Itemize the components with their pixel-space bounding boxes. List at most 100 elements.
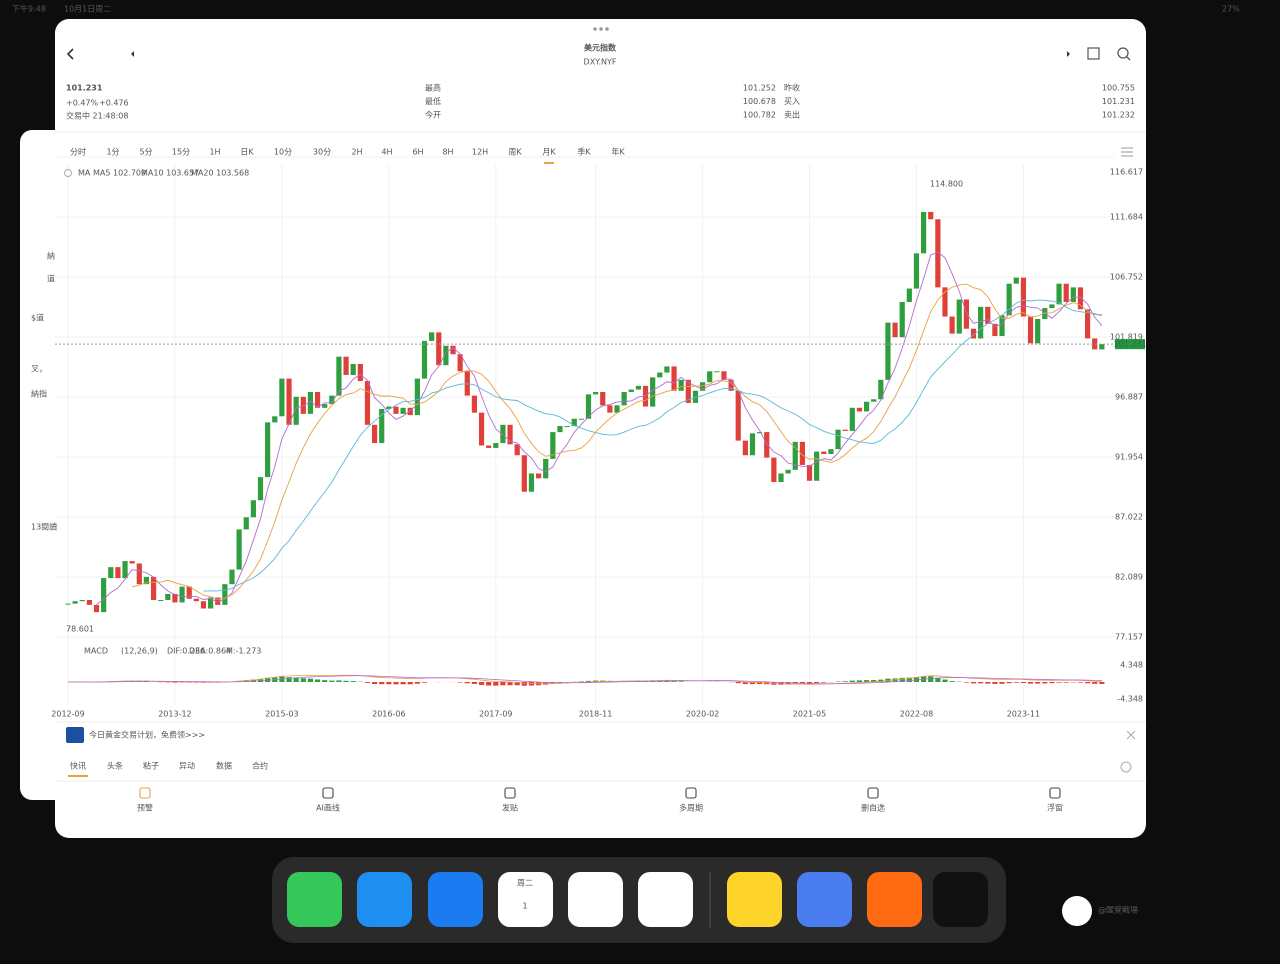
news-tab[interactable]: 异动 [179, 761, 195, 771]
candle [914, 253, 919, 288]
candle [707, 371, 712, 382]
status-time: 下午9:48 [12, 4, 46, 14]
news-tab[interactable]: 数据 [216, 761, 232, 771]
dock-icon[interactable] [357, 872, 412, 927]
toolbar-label[interactable]: 预警 [137, 803, 153, 813]
macd-bar [1035, 682, 1040, 684]
banner-text[interactable]: 今日黄金交易计划，免费领>>> [89, 730, 205, 740]
candle [80, 600, 85, 601]
candle [372, 425, 377, 443]
period-tab[interactable]: 4H [381, 148, 392, 157]
news-tab[interactable]: 快讯 [70, 761, 86, 771]
period-tab[interactable]: 季K [577, 147, 591, 157]
candle [892, 323, 897, 338]
dock-icon[interactable] [638, 872, 693, 927]
dock-icon[interactable] [933, 872, 988, 927]
period-tab[interactable]: 8H [442, 148, 453, 157]
y-tick-label: 106.752 [1110, 273, 1143, 282]
period-tab[interactable]: 周K [508, 148, 522, 157]
toolbar-label[interactable]: AI画线 [316, 803, 340, 813]
macd-bar [493, 682, 498, 686]
watermark-logo [1062, 896, 1092, 926]
period-tab[interactable]: 分时 [70, 147, 86, 157]
candle [622, 392, 627, 405]
macd-bar [472, 682, 477, 684]
background-text: $道 [31, 313, 44, 323]
period-tab[interactable]: 10分 [274, 148, 292, 157]
candle [479, 413, 484, 446]
stat-value: 100.782 [743, 111, 776, 120]
toolbar-label[interactable]: 多周期 [679, 803, 703, 813]
candle [401, 408, 406, 414]
y-tick-label: 96.887 [1115, 393, 1143, 402]
candle [201, 601, 206, 608]
price: 101.231 [66, 84, 103, 93]
candle [237, 529, 242, 569]
candle [843, 430, 848, 431]
macd-bar [301, 678, 306, 682]
trade-status: 交易中 21:48:08 [66, 111, 128, 121]
macd-bar [985, 682, 990, 684]
candle [415, 379, 420, 415]
candle [928, 212, 933, 219]
candle [957, 300, 962, 334]
macd-bar [422, 682, 427, 683]
macd-bar [322, 680, 327, 682]
period-tab[interactable]: 年K [611, 147, 625, 157]
period-tab[interactable]: 15分 [172, 148, 190, 157]
candle [629, 390, 634, 392]
candle [500, 425, 505, 443]
watermark: @醒覺戰場 [1098, 905, 1138, 915]
toolbar-label[interactable]: 浮窗 [1047, 803, 1063, 813]
min-annotation: 78.601 [66, 625, 94, 634]
toolbar-label[interactable]: 发贴 [502, 803, 518, 813]
macd-tick-label: 4.348 [1120, 661, 1143, 670]
macd-bar [857, 680, 862, 682]
news-tab[interactable]: 粘子 [143, 761, 159, 771]
background-text: 道 [47, 274, 55, 284]
macd-bar [372, 682, 377, 684]
dock-icon[interactable] [287, 872, 342, 927]
period-tab[interactable]: 日K [240, 148, 254, 157]
dock-icon[interactable] [797, 872, 852, 927]
dock-icon[interactable] [727, 872, 782, 927]
macd-bar [329, 681, 334, 682]
period-tab[interactable]: 30分 [313, 148, 331, 157]
change-pct: +0.47% [66, 99, 99, 108]
toolbar-label[interactable]: 删自选 [861, 803, 885, 813]
news-tab[interactable]: 头条 [107, 761, 123, 771]
candle [543, 459, 548, 478]
tab-indicator [544, 162, 554, 164]
macd-bar [336, 680, 341, 682]
period-tab[interactable]: 1分 [106, 148, 119, 157]
period-tab[interactable]: 月K [542, 148, 556, 157]
candle [94, 605, 99, 612]
x-tick-label: 2020-02 [686, 710, 719, 719]
dock-icon[interactable] [867, 872, 922, 927]
macd-bar [1007, 682, 1012, 683]
candle [108, 567, 113, 578]
macd-bar [1064, 682, 1069, 683]
period-tab[interactable]: 6H [412, 148, 423, 157]
candle [664, 366, 669, 372]
ma-legend: MA5 102.709 [93, 169, 146, 178]
macd-legend: MACD [84, 647, 108, 656]
candle [336, 357, 341, 396]
period-tab[interactable]: 1H [209, 148, 220, 157]
period-tab[interactable]: 2H [351, 148, 362, 157]
period-tab[interactable]: 5分 [139, 148, 152, 157]
dock-icon[interactable] [428, 872, 483, 927]
macd-bar [401, 682, 406, 684]
candle [778, 473, 783, 482]
y-tick-label: 111.684 [1110, 213, 1143, 222]
candle [286, 379, 291, 425]
candle [636, 386, 641, 390]
macd-bar [1028, 682, 1033, 684]
price-tag-label: 101.231 [1113, 340, 1146, 349]
dock-icon[interactable] [568, 872, 623, 927]
macd-bar [942, 680, 947, 682]
news-tab[interactable]: 合约 [252, 761, 268, 771]
candle [857, 408, 862, 412]
period-tab[interactable]: 12H [472, 148, 488, 157]
